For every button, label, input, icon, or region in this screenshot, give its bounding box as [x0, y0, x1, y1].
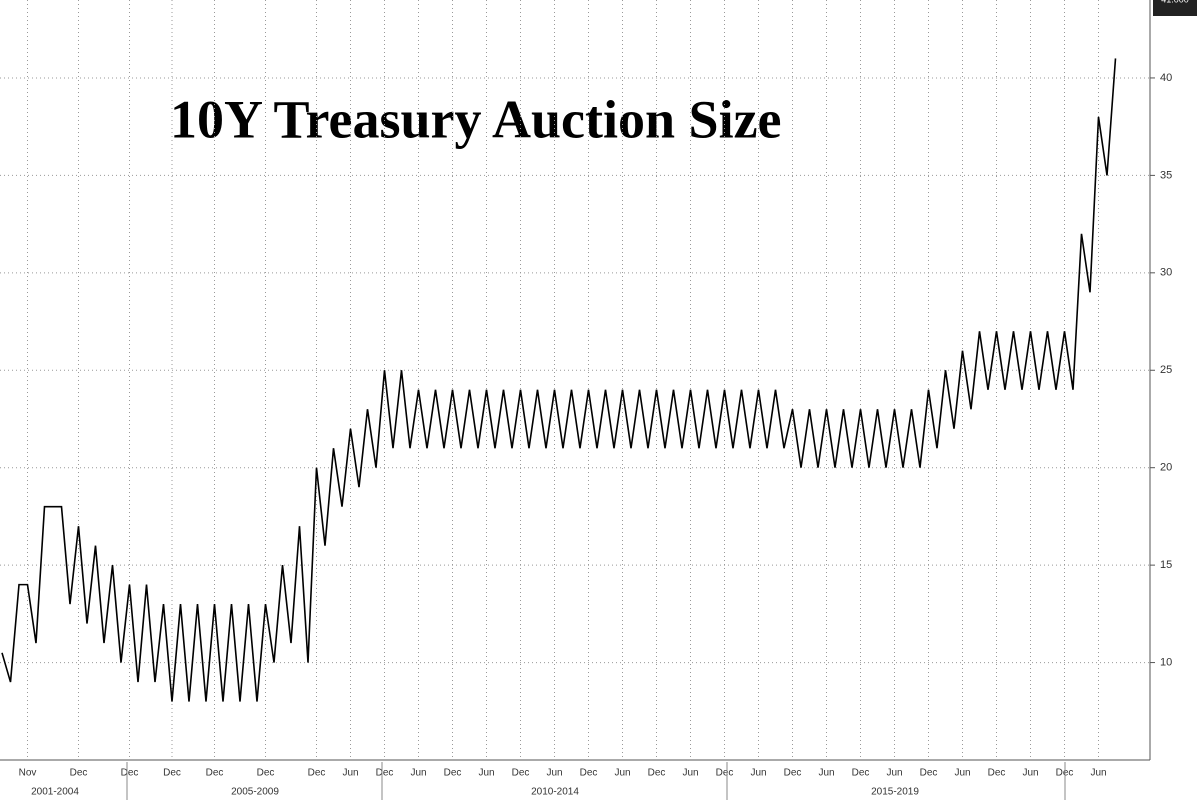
- x-tick-label: Dec: [784, 768, 802, 779]
- x-tick-label: Dec: [70, 768, 88, 779]
- x-tick-label: Dec: [920, 768, 938, 779]
- x-tick-label: Dec: [852, 768, 870, 779]
- x-tick-label: Dec: [648, 768, 666, 779]
- x-group-label: 2010-2014: [531, 787, 579, 798]
- x-tick-label: Dec: [308, 768, 326, 779]
- x-tick-label: Dec: [988, 768, 1006, 779]
- chart-title: 10Y Treasury Auction Size: [170, 89, 782, 149]
- x-tick-label: Dec: [444, 768, 462, 779]
- x-tick-label: Dec: [716, 768, 734, 779]
- y-tick-label: 20: [1160, 462, 1172, 474]
- x-tick-label: Jun: [614, 768, 630, 779]
- last-value-tag: [1153, 0, 1197, 16]
- x-tick-label: Dec: [206, 768, 224, 779]
- last-value-label: 41.000: [1161, 0, 1189, 4]
- y-tick-label: 25: [1160, 364, 1172, 376]
- x-tick-label: Jun: [478, 768, 494, 779]
- x-tick-label: Dec: [163, 768, 181, 779]
- x-group-label: 2001-2004: [31, 787, 79, 798]
- x-tick-label: Dec: [257, 768, 275, 779]
- x-group-label: 2015-2019: [871, 787, 919, 798]
- x-tick-label: Jun: [342, 768, 358, 779]
- x-tick-label: Dec: [376, 768, 394, 779]
- x-tick-label: Dec: [121, 768, 139, 779]
- y-tick-label: 15: [1160, 559, 1172, 571]
- x-tick-label: Jun: [410, 768, 426, 779]
- x-tick-label: Jun: [818, 768, 834, 779]
- y-tick-label: 35: [1160, 169, 1172, 181]
- x-tick-label: Nov: [19, 768, 37, 779]
- y-tick-label: 30: [1160, 267, 1172, 279]
- x-tick-label: Jun: [682, 768, 698, 779]
- x-tick-label: Jun: [750, 768, 766, 779]
- x-group-label: 2005-2009: [231, 787, 279, 798]
- x-tick-label: Dec: [580, 768, 598, 779]
- x-tick-label: Dec: [512, 768, 530, 779]
- x-tick-label: Jun: [546, 768, 562, 779]
- y-tick-label: 10: [1160, 656, 1172, 668]
- x-tick-label: Jun: [1022, 768, 1038, 779]
- y-tick-label: 40: [1160, 72, 1172, 84]
- x-tick-label: Jun: [954, 768, 970, 779]
- x-tick-label: Jun: [886, 768, 902, 779]
- series-line: [1, 58, 1117, 702]
- x-tick-label: Jun: [1090, 768, 1106, 779]
